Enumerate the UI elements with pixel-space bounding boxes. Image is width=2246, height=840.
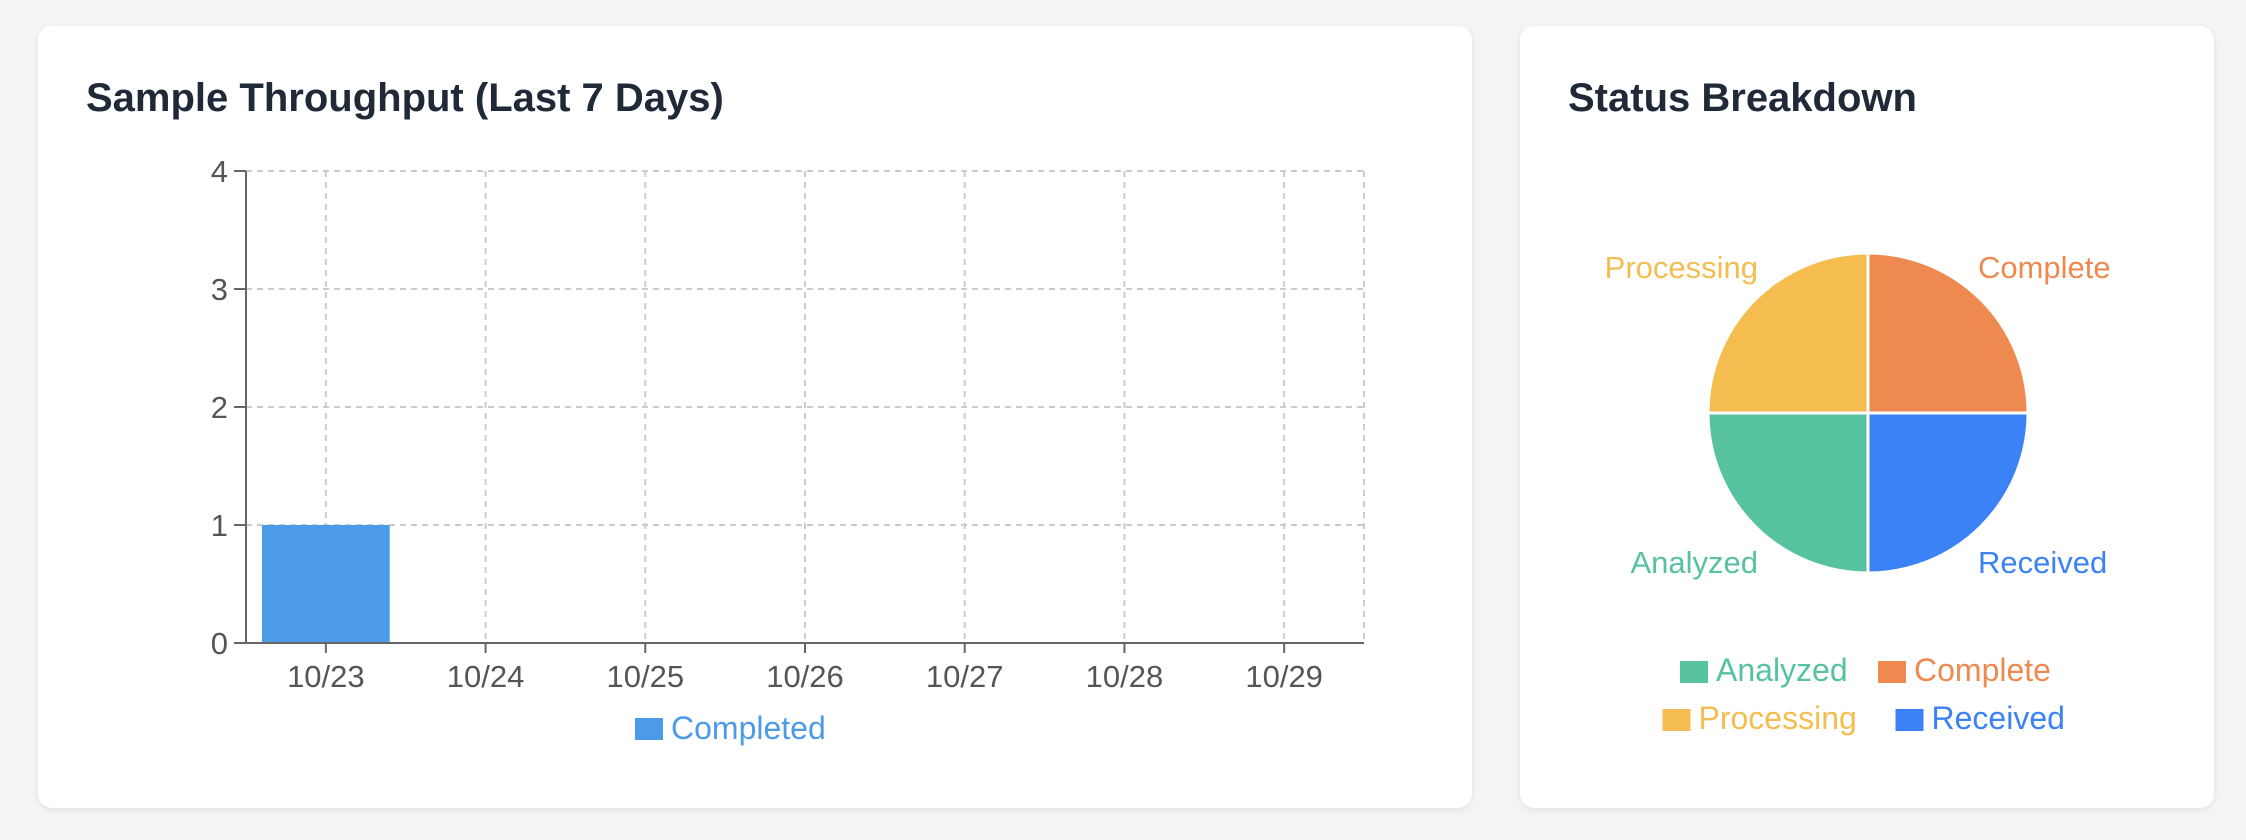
legend-swatch-completed [635, 718, 663, 740]
legend-swatch-received [1895, 709, 1924, 731]
legend-swatch-analyzed [1680, 661, 1708, 683]
throughput-card: Sample Throughput (Last 7 Days) 0 1 2 3 4 10/… [38, 26, 1472, 808]
y-tick-label: 4 [211, 154, 228, 189]
status-card: Status Breakdown Complete Received Analyze… [1520, 26, 2214, 808]
y-tick-label: 1 [211, 508, 228, 543]
y-tick-label: 0 [211, 626, 228, 661]
legend-label-processing: Processing [1699, 700, 1857, 736]
x-tick-label: 10/27 [926, 659, 1004, 694]
legend-label-analyzed: Analyzed [1716, 652, 1848, 688]
throughput-bar-chart: 0 1 2 3 4 10/23 10/24 10/25 10/26 10/27 10/28 10/29… [211, 154, 1365, 746]
pie-slice-analyzed [1706, 411, 1870, 575]
x-tick-label: 10/26 [766, 659, 844, 694]
legend-label-completed: Completed [671, 710, 826, 746]
legend-label-complete: Complete [1914, 652, 2051, 688]
legend-swatch-processing [1662, 709, 1691, 731]
status-pie-chart: CompleteReceivedAnalyzedProcessingAnalyz… [1605, 250, 2111, 736]
bar-10-23 [262, 525, 390, 643]
legend-label-received: Received [1932, 700, 2065, 736]
pie-slice-processing [1706, 251, 1870, 415]
pie-label-processing: Processing [1605, 250, 1758, 285]
pie-label-received: Received [1978, 545, 2107, 580]
pie-label-complete: Complete [1978, 250, 2111, 285]
throughput-title: Sample Throughput (Last 7 Days) [86, 76, 724, 120]
x-tick-label: 10/29 [1245, 659, 1323, 694]
pie-label-analyzed: Analyzed [1631, 545, 1759, 580]
x-tick-label: 10/23 [287, 659, 365, 694]
pie-slice-complete [1866, 251, 2030, 415]
status-title: Status Breakdown [1568, 76, 1917, 120]
y-tick-label: 2 [211, 390, 228, 425]
throughput-legend: Completed [635, 710, 826, 746]
x-tick-label: 10/24 [447, 659, 525, 694]
x-tick-label: 10/28 [1086, 659, 1164, 694]
pie-slice-received [1866, 411, 2030, 575]
status-legend: Analyzed Complete Processing Received [1662, 652, 2065, 736]
y-tick-label: 3 [211, 272, 228, 307]
legend-swatch-complete [1878, 661, 1906, 683]
x-tick-label: 10/25 [606, 659, 684, 694]
